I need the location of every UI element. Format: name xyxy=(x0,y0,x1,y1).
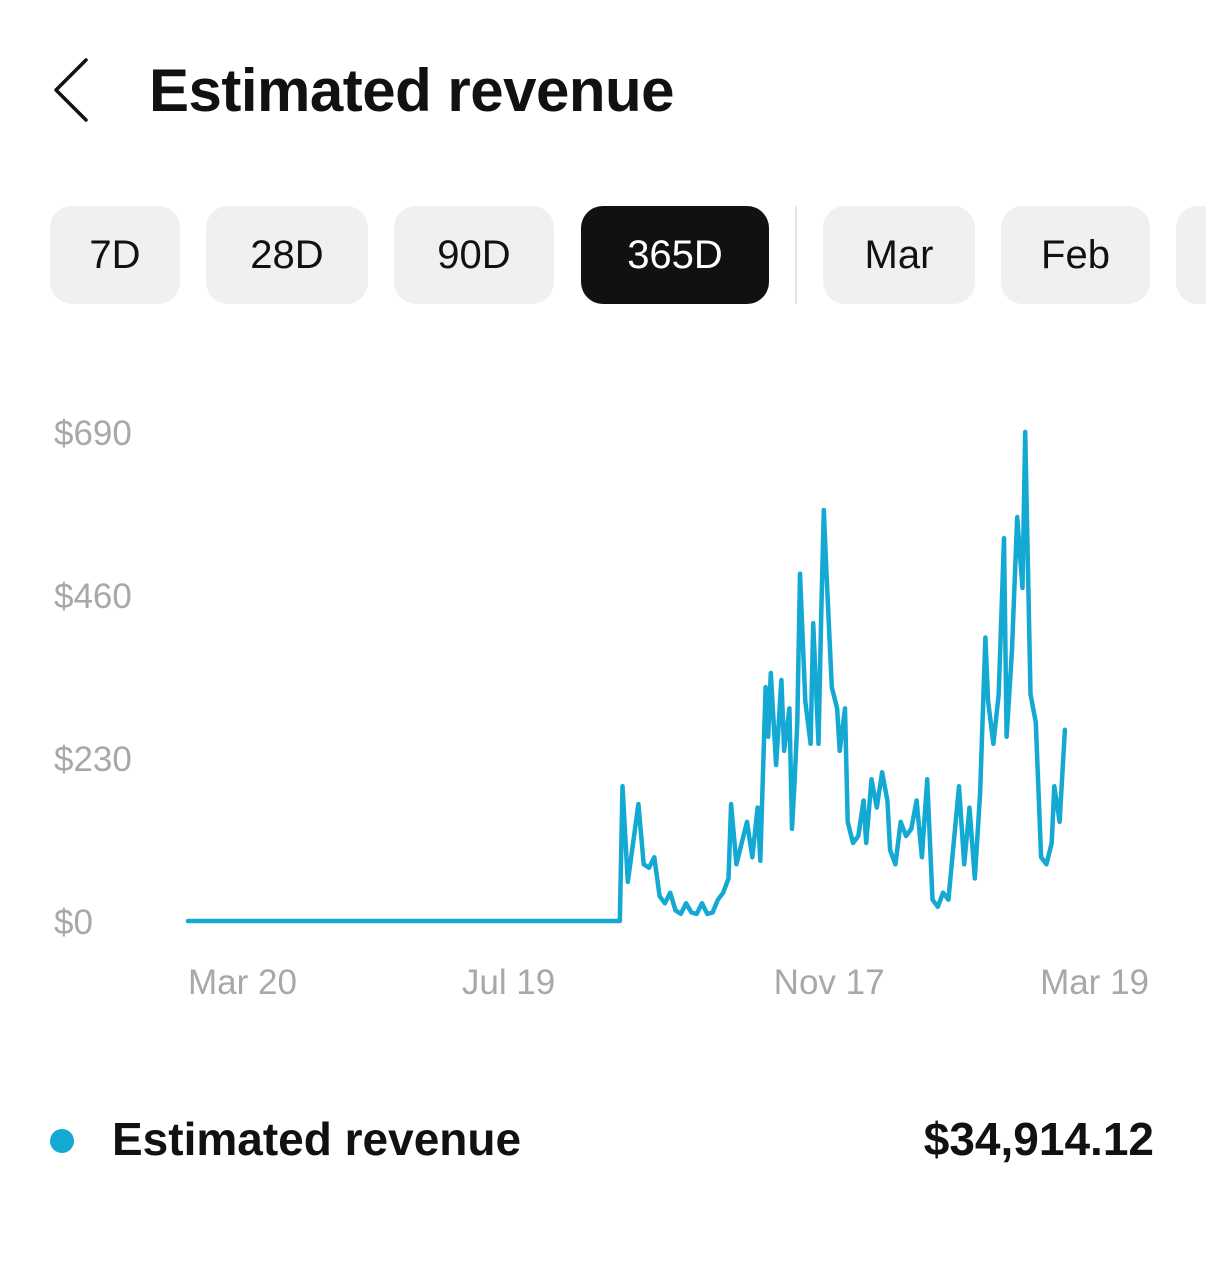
y-tick-label: $460 xyxy=(54,577,132,616)
back-button[interactable] xyxy=(40,50,110,130)
x-tick-label: Mar 20 xyxy=(188,963,297,1002)
revenue-line-chart: $690 $460 $230 $0 Mar 20 Jul 19 Nov 17 Mar 19 xyxy=(0,380,1206,1020)
range-tab-feb[interactable]: Feb xyxy=(1001,206,1150,304)
range-divider xyxy=(795,206,797,304)
header: Estimated revenue xyxy=(0,0,1206,180)
x-tick-label: Mar 19 xyxy=(1040,963,1149,1002)
x-tick-label: Nov 17 xyxy=(774,963,885,1002)
y-tick-label: $690 xyxy=(54,414,132,453)
page-title: Estimated revenue xyxy=(149,57,675,124)
legend-label: Estimated revenue xyxy=(112,1113,522,1165)
range-tab-more[interactable] xyxy=(1176,206,1206,304)
chevron-left-icon xyxy=(54,58,88,122)
legend-total-value: $34,914.12 xyxy=(923,1113,1154,1165)
y-tick-label: $230 xyxy=(54,740,132,779)
y-tick-label: $0 xyxy=(54,903,93,942)
range-tab-7d[interactable]: 7D xyxy=(50,206,180,304)
range-tab-mar[interactable]: Mar xyxy=(823,206,975,304)
x-tick-label: Jul 19 xyxy=(462,963,555,1002)
series-line-estimated-revenue xyxy=(185,429,1068,924)
range-tab-90d[interactable]: 90D xyxy=(394,206,554,304)
legend: Estimated revenue $34,914.12 xyxy=(0,1100,1206,1190)
range-tab-28d[interactable]: 28D xyxy=(206,206,368,304)
date-range-selector: 7D 28D 90D 365D Mar Feb xyxy=(0,206,1206,306)
chart-canvas: $690 $460 $230 $0 Mar 20 Jul 19 Nov 17 Mar 19 xyxy=(54,414,1149,1002)
legend-series-dot xyxy=(50,1129,74,1153)
range-tab-365d[interactable]: 365D xyxy=(581,206,769,304)
